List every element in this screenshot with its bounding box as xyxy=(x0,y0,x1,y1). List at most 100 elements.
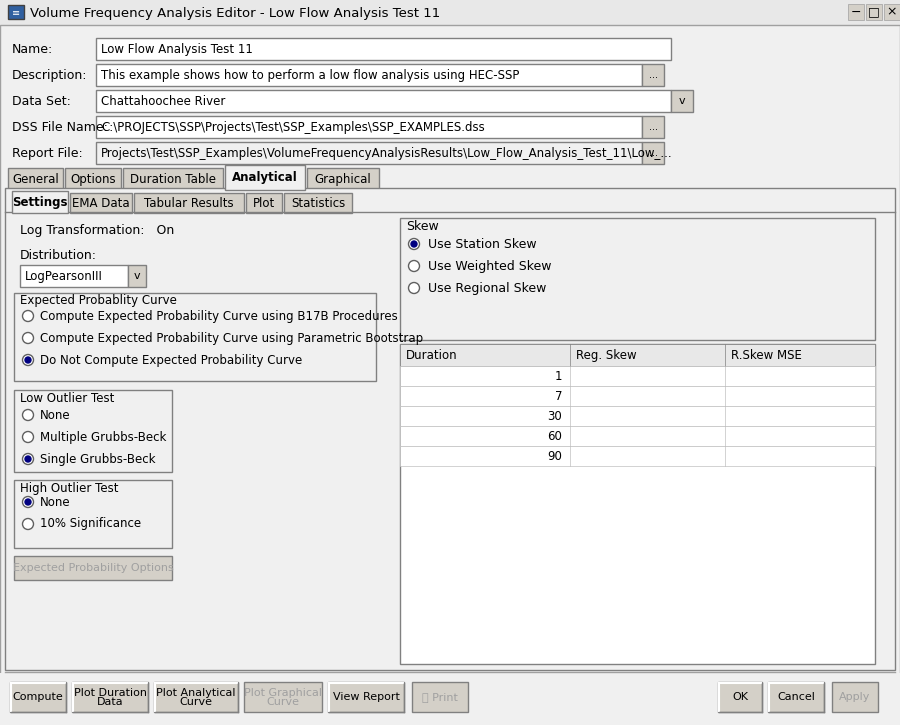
Circle shape xyxy=(411,241,417,247)
Bar xyxy=(400,366,875,386)
Text: Plot Duration: Plot Duration xyxy=(74,688,147,698)
Bar xyxy=(96,142,642,164)
Circle shape xyxy=(22,497,33,508)
Text: Report File:: Report File: xyxy=(12,146,83,160)
Bar xyxy=(400,218,875,340)
Text: Chattahoochee River: Chattahoochee River xyxy=(101,94,225,107)
Bar xyxy=(328,682,404,712)
Text: R.Skew MSE: R.Skew MSE xyxy=(731,349,802,362)
Bar xyxy=(0,0,900,25)
Text: Low Outlier Test: Low Outlier Test xyxy=(20,392,114,405)
Text: 90: 90 xyxy=(547,450,562,463)
Text: Reg. Skew: Reg. Skew xyxy=(576,349,636,362)
Bar xyxy=(0,673,900,725)
Circle shape xyxy=(22,518,33,529)
Text: Graphical: Graphical xyxy=(315,173,372,186)
Text: OK: OK xyxy=(732,692,748,702)
Bar xyxy=(671,90,693,112)
Text: DSS File Name:: DSS File Name: xyxy=(12,120,108,133)
Bar xyxy=(225,165,305,190)
Circle shape xyxy=(25,499,31,505)
Text: 60: 60 xyxy=(547,429,562,442)
Text: ≡: ≡ xyxy=(12,8,20,18)
Bar xyxy=(14,390,172,472)
Text: None: None xyxy=(40,495,70,508)
Circle shape xyxy=(22,333,33,344)
Bar xyxy=(848,4,864,20)
Text: Plot: Plot xyxy=(253,196,275,210)
Bar xyxy=(768,682,824,712)
Text: C:\PROJECTS\SSP\Projects\Test\SSP_Examples\SSP_EXAMPLES.dss: C:\PROJECTS\SSP\Projects\Test\SSP_Exampl… xyxy=(101,120,485,133)
Circle shape xyxy=(22,454,33,465)
Bar xyxy=(123,168,223,190)
Text: Cancel: Cancel xyxy=(777,692,815,702)
Bar xyxy=(128,265,146,287)
Text: General: General xyxy=(12,173,58,186)
Bar xyxy=(412,682,468,712)
Circle shape xyxy=(22,355,33,365)
Text: Duration: Duration xyxy=(406,349,457,362)
Text: Do Not Compute Expected Probability Curve: Do Not Compute Expected Probability Curv… xyxy=(40,354,302,367)
Bar xyxy=(400,406,875,426)
Text: Single Grubbs-Beck: Single Grubbs-Beck xyxy=(40,452,156,465)
Text: Tabular Results: Tabular Results xyxy=(144,196,234,210)
Bar xyxy=(832,682,878,712)
Bar xyxy=(10,682,66,712)
Bar xyxy=(96,90,671,112)
Text: ...: ... xyxy=(649,148,658,158)
Bar xyxy=(400,344,875,664)
Bar xyxy=(154,682,238,712)
Bar xyxy=(642,116,664,138)
Bar xyxy=(307,168,379,190)
Text: LogPearsonIII: LogPearsonIII xyxy=(25,270,103,283)
Text: ×: × xyxy=(886,6,897,19)
Bar xyxy=(642,64,664,86)
Text: ...: ... xyxy=(649,70,658,80)
Text: 30: 30 xyxy=(547,410,562,423)
Text: v: v xyxy=(679,96,685,106)
Bar xyxy=(400,386,875,406)
Bar xyxy=(718,682,762,712)
Bar xyxy=(14,293,376,381)
Circle shape xyxy=(25,456,31,462)
Text: v: v xyxy=(134,271,140,281)
Text: Compute: Compute xyxy=(13,692,63,702)
Text: View Report: View Report xyxy=(333,692,400,702)
Circle shape xyxy=(409,239,419,249)
Text: Use Regional Skew: Use Regional Skew xyxy=(428,281,546,294)
Bar xyxy=(8,5,24,19)
Bar xyxy=(244,682,322,712)
Circle shape xyxy=(22,310,33,321)
Text: Log Transformation:   On: Log Transformation: On xyxy=(20,223,175,236)
Text: Expected Probability Options: Expected Probability Options xyxy=(13,563,174,573)
Text: Use Station Skew: Use Station Skew xyxy=(428,238,536,251)
Bar xyxy=(5,188,895,670)
Bar xyxy=(866,4,882,20)
Text: None: None xyxy=(40,408,70,421)
Text: Skew: Skew xyxy=(406,220,439,233)
Text: Options: Options xyxy=(70,173,116,186)
Bar xyxy=(400,344,875,366)
Circle shape xyxy=(409,260,419,271)
Text: □: □ xyxy=(868,6,880,19)
Bar xyxy=(884,4,900,20)
Circle shape xyxy=(25,357,31,363)
Text: Low Flow Analysis Test 11: Low Flow Analysis Test 11 xyxy=(101,43,253,56)
Bar xyxy=(134,193,244,213)
Text: Analytical: Analytical xyxy=(232,171,298,184)
Bar xyxy=(284,193,352,213)
Text: Compute Expected Probability Curve using B17B Procedures: Compute Expected Probability Curve using… xyxy=(40,310,398,323)
Circle shape xyxy=(22,431,33,442)
Text: 10% Significance: 10% Significance xyxy=(40,518,141,531)
Bar xyxy=(14,480,172,548)
Text: EMA Data: EMA Data xyxy=(72,196,130,210)
Bar xyxy=(12,191,68,213)
Text: Volume Frequency Analysis Editor - Low Flow Analysis Test 11: Volume Frequency Analysis Editor - Low F… xyxy=(30,7,440,20)
Text: Data Set:: Data Set: xyxy=(12,94,71,107)
Bar xyxy=(400,446,875,466)
Bar xyxy=(14,556,172,580)
Text: Expected Probablity Curve: Expected Probablity Curve xyxy=(20,294,177,307)
Text: Multiple Grubbs-Beck: Multiple Grubbs-Beck xyxy=(40,431,166,444)
Text: High Outlier Test: High Outlier Test xyxy=(20,481,119,494)
Text: Plot Analytical: Plot Analytical xyxy=(157,688,236,698)
